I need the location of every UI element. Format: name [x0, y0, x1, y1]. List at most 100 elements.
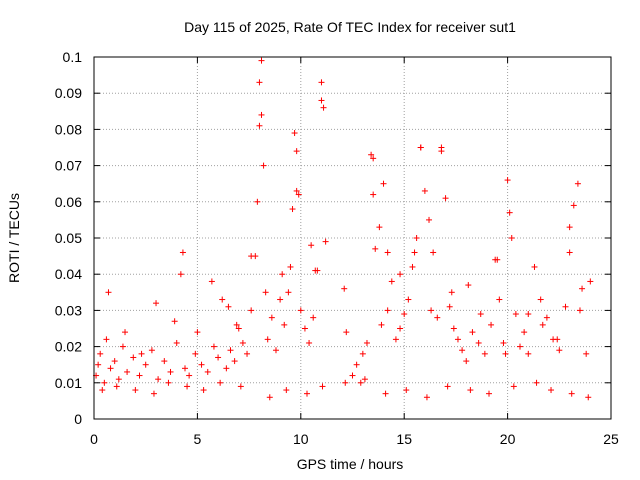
- x-tick-label: 0: [90, 431, 98, 447]
- data-point: [223, 365, 230, 372]
- data-point: [155, 376, 162, 383]
- data-point: [122, 329, 129, 336]
- data-point: [510, 383, 517, 390]
- y-tick-label: 0: [74, 411, 82, 427]
- data-point: [297, 307, 304, 314]
- data-point: [304, 390, 311, 397]
- data-point: [475, 339, 482, 346]
- data-point: [277, 296, 284, 303]
- data-point: [248, 253, 255, 260]
- data-point: [444, 383, 451, 390]
- y-axis-label: ROTI / TECUs: [6, 193, 22, 283]
- data-point: [130, 354, 137, 361]
- data-point: [235, 325, 242, 332]
- data-point: [463, 358, 470, 365]
- data-point: [227, 347, 234, 354]
- y-tick-label: 0.02: [55, 339, 82, 355]
- data-point: [500, 339, 507, 346]
- data-point: [289, 206, 296, 213]
- data-point: [566, 224, 573, 231]
- data-point: [295, 191, 302, 198]
- data-point: [454, 336, 461, 343]
- data-point: [210, 343, 217, 350]
- data-point: [469, 329, 476, 336]
- data-point: [485, 390, 492, 397]
- data-point: [115, 376, 122, 383]
- data-point: [459, 347, 466, 354]
- data-point: [587, 278, 594, 285]
- data-point: [388, 278, 395, 285]
- data-point: [434, 314, 441, 321]
- data-point: [382, 390, 389, 397]
- data-point: [446, 303, 453, 310]
- data-point: [488, 321, 495, 328]
- data-point: [548, 387, 555, 394]
- data-point: [521, 329, 528, 336]
- data-point: [426, 216, 433, 223]
- data-point: [124, 368, 131, 375]
- data-point: [417, 144, 424, 151]
- data-point: [150, 390, 157, 397]
- data-point: [208, 278, 215, 285]
- x-tick-label: 20: [500, 431, 516, 447]
- data-point: [318, 97, 325, 104]
- data-point: [502, 350, 509, 357]
- data-point: [244, 350, 251, 357]
- data-point: [95, 361, 102, 368]
- data-point: [343, 329, 350, 336]
- data-point: [372, 245, 379, 252]
- data-point: [293, 148, 300, 155]
- data-point: [119, 343, 126, 350]
- data-point: [380, 180, 387, 187]
- data-point: [525, 311, 532, 318]
- data-point: [353, 361, 360, 368]
- data-point: [450, 325, 457, 332]
- data-point: [583, 350, 590, 357]
- data-point: [136, 372, 143, 379]
- data-point: [287, 263, 294, 270]
- data-point: [312, 267, 319, 274]
- data-point: [184, 383, 191, 390]
- data-point: [576, 307, 583, 314]
- data-point: [477, 311, 484, 318]
- data-point: [161, 358, 168, 365]
- data-point: [173, 339, 180, 346]
- data-point: [370, 155, 377, 162]
- data-point: [107, 365, 114, 372]
- data-point: [370, 191, 377, 198]
- data-point: [504, 177, 511, 184]
- data-point: [428, 307, 435, 314]
- y-tick-label: 0.1: [63, 49, 83, 65]
- y-tick-label: 0.08: [55, 121, 82, 137]
- data-point: [531, 263, 538, 270]
- data-point: [405, 296, 412, 303]
- data-point: [272, 347, 279, 354]
- data-point: [341, 285, 348, 292]
- data-point: [566, 249, 573, 256]
- data-point: [543, 314, 550, 321]
- data-point: [568, 390, 575, 397]
- data-point: [204, 368, 211, 375]
- data-point: [496, 296, 503, 303]
- data-point: [192, 350, 199, 357]
- chart-title: Day 115 of 2025, Rate Of TEC Index for r…: [184, 19, 516, 35]
- data-point: [401, 311, 408, 318]
- data-point: [438, 144, 445, 151]
- data-point: [215, 354, 222, 361]
- data-point: [319, 383, 326, 390]
- data-point: [430, 249, 437, 256]
- data-point: [562, 303, 569, 310]
- data-point: [291, 130, 298, 137]
- data-point: [165, 379, 172, 386]
- y-tick-label: 0.09: [55, 85, 82, 101]
- data-point: [525, 350, 532, 357]
- data-point: [421, 187, 428, 194]
- y-tick-label: 0.01: [55, 375, 82, 391]
- data-point: [508, 235, 515, 241]
- data-point: [194, 329, 201, 336]
- data-point: [217, 379, 224, 386]
- data-point: [111, 358, 118, 365]
- data-point: [517, 343, 524, 350]
- data-point: [318, 79, 325, 86]
